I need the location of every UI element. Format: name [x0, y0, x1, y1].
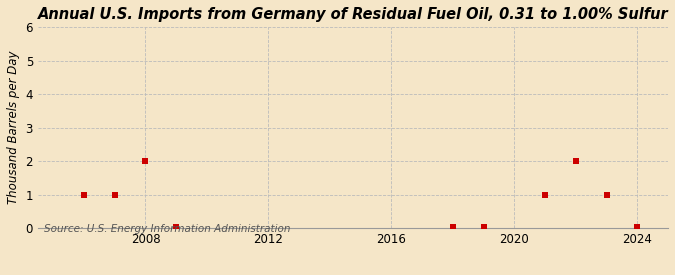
- Title: Annual U.S. Imports from Germany of Residual Fuel Oil, 0.31 to 1.00% Sulfur: Annual U.S. Imports from Germany of Resi…: [38, 7, 668, 22]
- Point: [540, 192, 551, 197]
- Point: [478, 225, 489, 229]
- Point: [632, 225, 643, 229]
- Text: Source: U.S. Energy Information Administration: Source: U.S. Energy Information Administ…: [44, 224, 291, 234]
- Y-axis label: Thousand Barrels per Day: Thousand Barrels per Day: [7, 51, 20, 205]
- Point: [78, 192, 89, 197]
- Point: [140, 159, 151, 163]
- Point: [448, 225, 458, 229]
- Point: [171, 225, 182, 229]
- Point: [601, 192, 612, 197]
- Point: [109, 192, 120, 197]
- Point: [570, 159, 581, 163]
